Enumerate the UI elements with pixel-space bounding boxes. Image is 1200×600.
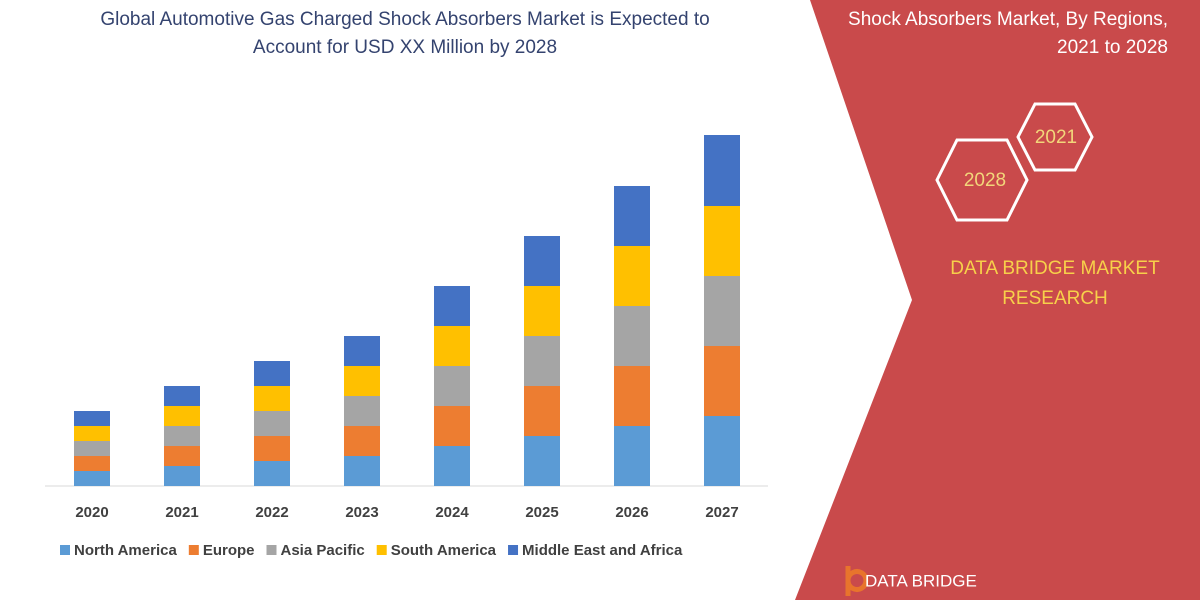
legend-swatch: [266, 545, 277, 555]
bar-segment: [704, 346, 740, 416]
bar-segment: [704, 206, 740, 276]
bar-segment: [524, 336, 560, 386]
bar-segment: [74, 471, 110, 486]
bar-segment: [614, 186, 650, 246]
bar-segment: [614, 366, 650, 426]
bar-segment: [344, 336, 380, 366]
brand-name: DATA BRIDGE MARKET RESEARCH: [950, 258, 1160, 309]
bar-segment: [74, 456, 110, 471]
bar-segment: [254, 411, 290, 436]
bar-segment: [434, 366, 470, 406]
bar-segment: [344, 366, 380, 396]
side-panel: [795, 0, 1200, 600]
bar-segment: [614, 306, 650, 366]
bar-segment: [704, 416, 740, 486]
legend-swatch: [188, 545, 199, 555]
bar-segment: [524, 386, 560, 436]
bar-segment: [434, 326, 470, 366]
bar-segment: [434, 406, 470, 446]
legend-label: Middle East and Africa: [522, 542, 683, 559]
bar-segment: [254, 386, 290, 411]
hexagon: [935, 138, 1029, 222]
hexagon: [1016, 102, 1094, 172]
logo-text: DATA BRIDGE: [865, 571, 977, 590]
x-tick-label: 2024: [435, 504, 469, 521]
x-tick-label: 2022: [255, 504, 288, 521]
legend-label: South America: [391, 542, 497, 559]
bar-segment: [164, 446, 200, 466]
legend-swatch: [508, 545, 519, 555]
bar-segment: [164, 406, 200, 426]
legend-label: Europe: [203, 542, 255, 559]
bar-segment: [254, 436, 290, 461]
x-tick-label: 2020: [75, 504, 108, 521]
bar-segment: [344, 426, 380, 456]
logo-icon: [845, 566, 869, 596]
bar-segment: [74, 426, 110, 441]
legend-swatch: [60, 545, 70, 555]
bar-segment: [164, 386, 200, 406]
bar-segment: [254, 361, 290, 386]
bar-segment: [344, 396, 380, 426]
hexagon-label: 2028: [964, 170, 1006, 191]
x-tick-label: 2023: [345, 504, 378, 521]
hexagon-label: 2021: [1035, 127, 1077, 148]
bar-segment: [524, 286, 560, 336]
bar-segment: [704, 276, 740, 346]
bar-segment: [704, 135, 740, 206]
chart-title: Global Automotive Gas Charged Shock Abso…: [100, 9, 710, 58]
bar-segment: [524, 436, 560, 486]
bar-segment: [434, 286, 470, 326]
bar-segment: [434, 446, 470, 486]
bar-segment: [164, 426, 200, 446]
bar-segment: [74, 441, 110, 456]
panel-heading: Shock Absorbers Market, By Regions, 2021…: [848, 9, 1168, 58]
x-tick-label: 2026: [615, 504, 648, 521]
bar-segment: [74, 411, 110, 426]
x-tick-label: 2021: [165, 504, 198, 521]
bar-segment: [614, 246, 650, 306]
bar-segment: [164, 466, 200, 486]
x-tick-label: 2025: [525, 504, 558, 521]
x-tick-label: 2027: [705, 504, 738, 521]
bar-segment: [614, 426, 650, 486]
bar-segment: [254, 461, 290, 486]
bar-segment: [344, 456, 380, 486]
bar-segment: [524, 236, 560, 286]
legend-label: North America: [74, 542, 177, 559]
legend-label: Asia Pacific: [281, 542, 365, 559]
legend-swatch: [376, 545, 387, 555]
